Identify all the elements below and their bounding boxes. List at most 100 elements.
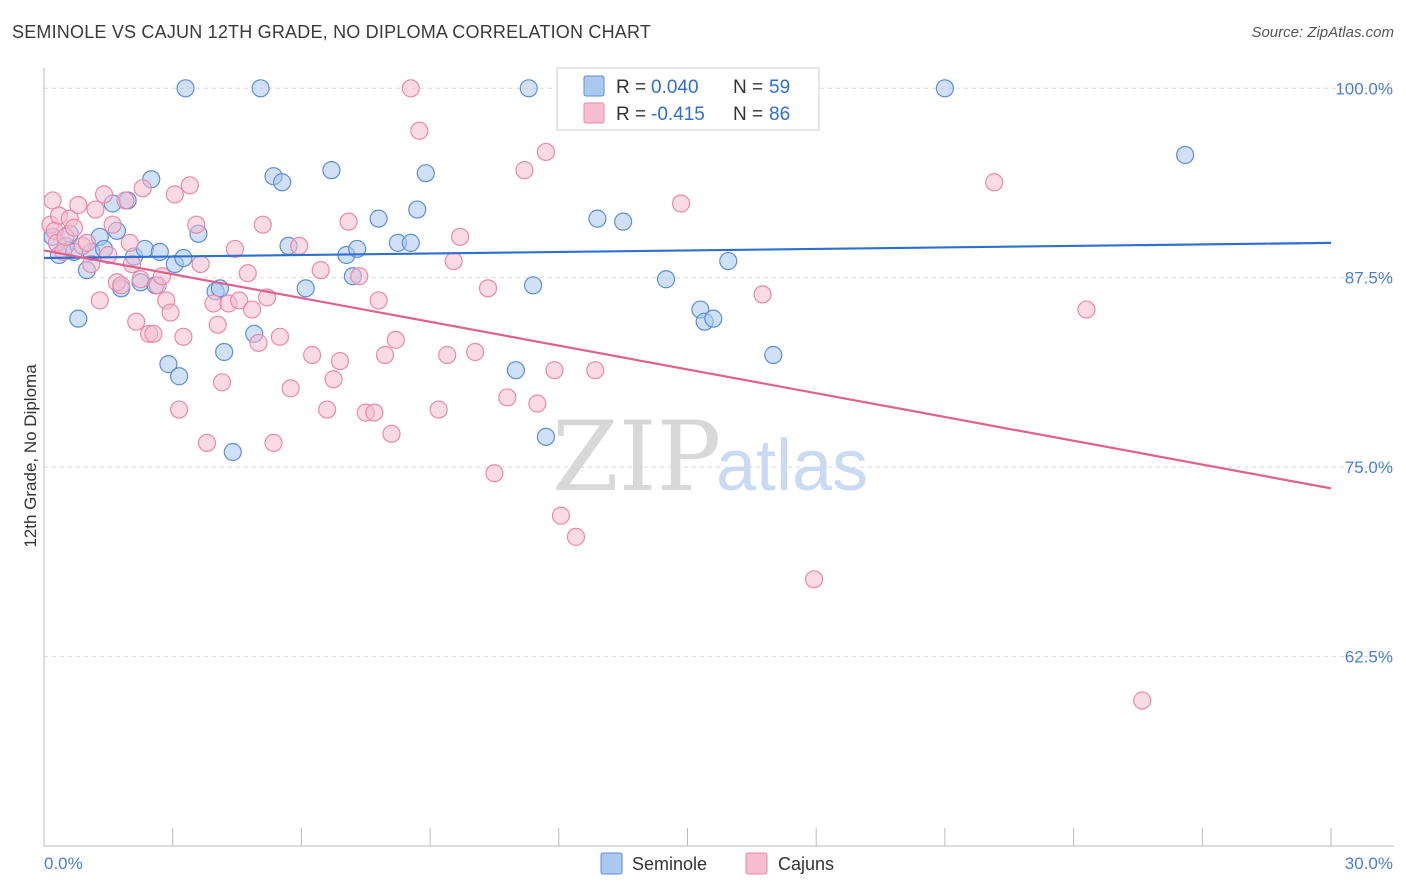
point-seminole — [176, 79, 195, 98]
point-cajuns — [191, 254, 210, 274]
point-cajuns — [290, 236, 309, 256]
point-cajuns — [86, 200, 105, 219]
point-seminole — [408, 200, 427, 219]
point-seminole — [369, 209, 388, 228]
point-seminole — [519, 79, 538, 98]
point-cajuns — [330, 351, 350, 371]
watermark-zip: ZIP — [552, 401, 721, 513]
trend-line-cajuns — [43, 249, 1332, 490]
point-seminole — [348, 239, 367, 259]
point-cajuns — [77, 233, 97, 252]
point-cajuns — [120, 233, 139, 252]
point-seminole — [215, 342, 234, 362]
point-cajuns — [804, 570, 824, 589]
point-seminole — [656, 270, 676, 289]
point-cajuns — [133, 179, 152, 198]
point-cajuns — [311, 261, 330, 280]
point-cajuns — [671, 194, 691, 213]
point-seminole — [251, 79, 270, 98]
trend-lines — [43, 241, 1332, 490]
point-seminole — [1176, 145, 1195, 165]
y-tick-label: 87.5% — [1345, 269, 1393, 288]
legend-swatch-cajuns — [583, 102, 605, 124]
scatter-points — [41, 79, 1195, 710]
point-cajuns — [225, 239, 245, 259]
legend-n-label-seminole: N = — [733, 77, 763, 98]
point-cajuns — [253, 215, 272, 234]
point-cajuns — [264, 433, 283, 453]
point-cajuns — [551, 506, 571, 525]
point-cajuns — [144, 324, 163, 343]
point-seminole — [69, 309, 88, 328]
point-cajuns — [515, 161, 534, 180]
point-cajuns — [69, 195, 88, 215]
point-cajuns — [103, 215, 122, 234]
legend-r-label-cajuns: R = — [616, 104, 646, 125]
point-cajuns — [386, 330, 405, 349]
point-cajuns — [324, 370, 343, 389]
point-cajuns — [174, 327, 193, 346]
point-cajuns — [242, 300, 262, 319]
point-cajuns — [438, 345, 457, 365]
bottom-legend-label-seminole: Seminole — [632, 854, 707, 874]
legend-n-label-cajuns: N = — [733, 104, 763, 125]
point-cajuns — [43, 191, 62, 210]
legend-r-value-cajuns: -0.415 — [651, 104, 705, 125]
point-cajuns — [375, 345, 395, 365]
correlation-legend: R = 0.040 N = 59 R = -0.415 N = 86 — [556, 67, 820, 131]
point-cajuns — [187, 215, 206, 234]
point-cajuns — [270, 327, 290, 346]
point-seminole — [719, 251, 738, 271]
point-cajuns — [238, 264, 257, 283]
point-cajuns — [466, 342, 485, 362]
bottom-legend-label-cajuns: Cajuns — [778, 854, 834, 874]
point-seminole — [506, 361, 526, 380]
point-cajuns — [401, 79, 420, 98]
point-cajuns — [112, 276, 131, 295]
point-cajuns — [485, 464, 504, 483]
point-seminole — [416, 164, 435, 183]
point-cajuns — [498, 388, 517, 407]
x-tick-labels: 0.0% 30.0% — [44, 854, 1393, 873]
point-cajuns — [64, 218, 84, 237]
point-cajuns — [131, 270, 150, 289]
x-tick-label: 0.0% — [44, 854, 83, 873]
point-cajuns — [161, 303, 180, 322]
point-cajuns — [410, 121, 429, 140]
point-cajuns — [382, 424, 401, 443]
point-cajuns — [90, 291, 109, 310]
point-cajuns — [116, 191, 135, 210]
point-cajuns — [478, 279, 498, 298]
point-seminole — [764, 345, 783, 365]
point-cajuns — [212, 373, 232, 392]
chart-title: SEMINOLE VS CAJUN 12TH GRADE, NO DIPLOMA… — [12, 22, 652, 42]
point-seminole — [159, 355, 178, 374]
point-cajuns — [369, 291, 388, 310]
point-seminole — [401, 233, 420, 252]
point-seminole — [536, 427, 556, 446]
point-seminole — [296, 279, 315, 298]
y-tick-label: 100.0% — [1335, 79, 1393, 98]
point-cajuns — [230, 291, 249, 310]
point-cajuns — [127, 312, 146, 331]
x-tick-label: 30.0% — [1345, 854, 1393, 873]
point-cajuns — [1133, 691, 1152, 710]
y-tick-label: 62.5% — [1345, 648, 1393, 667]
point-cajuns — [985, 173, 1004, 192]
watermark: ZIP atlas — [552, 401, 868, 513]
source-credit: Source: ZipAtlas.com — [1251, 24, 1394, 41]
point-cajuns — [1077, 300, 1096, 319]
grid-lines — [44, 87, 1393, 658]
point-seminole — [322, 161, 341, 180]
point-cajuns — [753, 285, 772, 304]
point-seminole — [523, 276, 543, 295]
point-seminole — [614, 212, 633, 231]
point-seminole — [223, 442, 242, 462]
legend-r-label-seminole: R = — [616, 77, 646, 98]
point-cajuns — [99, 245, 118, 265]
point-cajuns — [318, 400, 337, 419]
legend-r-value-seminole: 0.040 — [651, 77, 699, 98]
point-cajuns — [429, 400, 448, 419]
legend-n-value-cajuns: 86 — [769, 104, 790, 125]
